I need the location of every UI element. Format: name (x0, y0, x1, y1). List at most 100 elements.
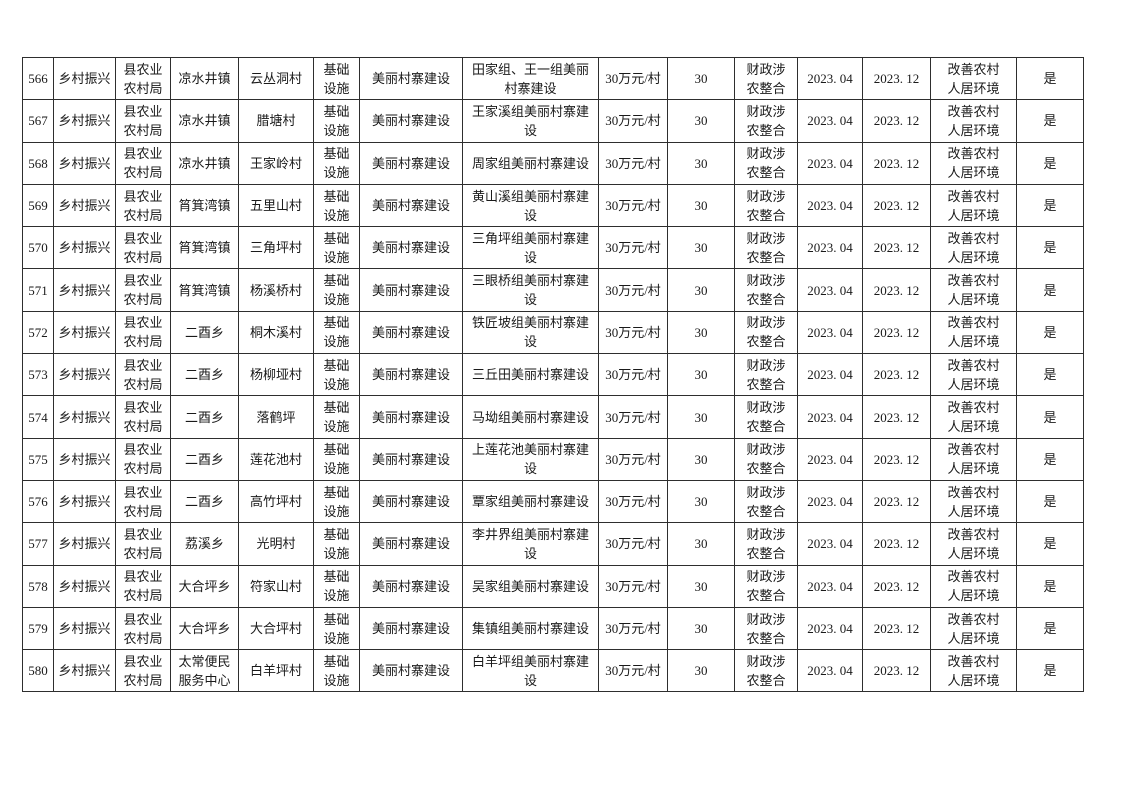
cell-flag: 是 (1016, 99, 1084, 143)
cell-no: 568 (22, 141, 54, 185)
cell-no: 575 (22, 437, 54, 481)
cell-project: 美丽村寨建设 (359, 141, 463, 185)
table-row: 575 乡村振兴 县农业 农村局 二酉乡 莲花池村 基础 设施 美丽村寨建设 上莲花池美丽村寨… (22, 437, 1084, 481)
cell-village: 五里山村 (238, 183, 314, 228)
cell-start: 2023. 04 (797, 141, 863, 185)
cell-desc: 王家溪组美丽村寨建 设 (462, 99, 599, 143)
cell-fund: 财政涉 农整合 (734, 649, 798, 693)
table-row: 570 乡村振兴 县农业 农村局 筲箕湾镇 三角坪村 基础 设施 美丽村寨建设 三角坪组美丽村… (22, 226, 1084, 270)
cell-qty: 30 (667, 141, 735, 185)
cell-desc: 田家组、王一组美丽 村寨建设 (462, 56, 599, 101)
cell-end: 2023. 12 (862, 310, 931, 355)
cell-fund: 财政涉 农整合 (734, 395, 798, 439)
table-row: 576 乡村振兴 县农业 农村局 二酉乡 高竹坪村 基础 设施 美丽村寨建设 覃家组美丽村寨建… (22, 479, 1084, 524)
cell-flag: 是 (1016, 479, 1084, 524)
cell-qty: 30 (667, 479, 735, 524)
table-row: 567 乡村振兴 县农业 农村局 凉水井镇 腊塘村 基础 设施 美丽村寨建设 王家溪组美丽村寨… (22, 99, 1084, 143)
cell-desc: 上莲花池美丽村寨建 设 (462, 437, 599, 481)
cell-goal: 改善农村 人居环境 (930, 353, 1017, 397)
table-row: 569 乡村振兴 县农业 农村局 筲箕湾镇 五里山村 基础 设施 美丽村寨建设 黄山溪组美丽村… (22, 183, 1084, 228)
cell-start: 2023. 04 (797, 649, 863, 693)
cell-project: 美丽村寨建设 (359, 649, 463, 693)
cell-no: 569 (22, 183, 54, 228)
cell-desc: 三丘田美丽村寨建设 (462, 353, 599, 397)
cell-desc: 铁匠坡组美丽村寨建 设 (462, 310, 599, 355)
cell-amount: 30万元/村 (598, 606, 668, 651)
cell-village: 腊塘村 (238, 99, 314, 143)
cell-category: 基础 设施 (313, 437, 360, 481)
cell-end: 2023. 12 (862, 353, 931, 397)
cell-category: 基础 设施 (313, 522, 360, 566)
cell-no: 577 (22, 522, 54, 566)
cell-project: 美丽村寨建设 (359, 606, 463, 651)
cell-village: 高竹坪村 (238, 479, 314, 524)
table-row: 573 乡村振兴 县农业 农村局 二酉乡 杨柳垭村 基础 设施 美丽村寨建设 三丘田美丽村寨建… (22, 353, 1084, 397)
cell-goal: 改善农村 人居环境 (930, 226, 1017, 270)
cell-strategy: 乡村振兴 (53, 649, 116, 693)
cell-fund: 财政涉 农整合 (734, 353, 798, 397)
cell-project: 美丽村寨建设 (359, 226, 463, 270)
cell-amount: 30万元/村 (598, 268, 668, 312)
cell-goal: 改善农村 人居环境 (930, 395, 1017, 439)
cell-fund: 财政涉 农整合 (734, 141, 798, 185)
table-row: 568 乡村振兴 县农业 农村局 凉水井镇 王家岭村 基础 设施 美丽村寨建设 周家组美丽村寨… (22, 141, 1084, 185)
table-body: 566 乡村振兴 县农业 农村局 凉水井镇 云丛洞村 基础 设施 美丽村寨建设 田家组、王一组… (22, 56, 1084, 693)
cell-end: 2023. 12 (862, 141, 931, 185)
cell-no: 579 (22, 606, 54, 651)
cell-project: 美丽村寨建设 (359, 395, 463, 439)
cell-amount: 30万元/村 (598, 141, 668, 185)
cell-project: 美丽村寨建设 (359, 99, 463, 143)
cell-fund: 财政涉 农整合 (734, 268, 798, 312)
cell-desc: 三眼桥组美丽村寨建 设 (462, 268, 599, 312)
cell-org: 县农业 农村局 (115, 395, 171, 439)
cell-end: 2023. 12 (862, 564, 931, 608)
cell-town: 筲箕湾镇 (170, 268, 239, 312)
cell-fund: 财政涉 农整合 (734, 564, 798, 608)
cell-amount: 30万元/村 (598, 437, 668, 481)
cell-flag: 是 (1016, 564, 1084, 608)
cell-town: 二酉乡 (170, 437, 239, 481)
cell-town: 荔溪乡 (170, 522, 239, 566)
cell-org: 县农业 农村局 (115, 353, 171, 397)
cell-town: 凉水井镇 (170, 141, 239, 185)
cell-goal: 改善农村 人居环境 (930, 649, 1017, 693)
cell-town: 筲箕湾镇 (170, 183, 239, 228)
cell-fund: 财政涉 农整合 (734, 606, 798, 651)
cell-category: 基础 设施 (313, 183, 360, 228)
cell-project: 美丽村寨建设 (359, 183, 463, 228)
cell-flag: 是 (1016, 268, 1084, 312)
cell-end: 2023. 12 (862, 99, 931, 143)
cell-amount: 30万元/村 (598, 395, 668, 439)
cell-flag: 是 (1016, 226, 1084, 270)
cell-project: 美丽村寨建设 (359, 522, 463, 566)
cell-end: 2023. 12 (862, 479, 931, 524)
cell-org: 县农业 农村局 (115, 268, 171, 312)
cell-no: 580 (22, 649, 54, 693)
cell-desc: 白羊坪组美丽村寨建 设 (462, 649, 599, 693)
cell-qty: 30 (667, 649, 735, 693)
cell-village: 符家山村 (238, 564, 314, 608)
cell-org: 县农业 农村局 (115, 226, 171, 270)
cell-goal: 改善农村 人居环境 (930, 141, 1017, 185)
table-row: 579 乡村振兴 县农业 农村局 大合坪乡 大合坪村 基础 设施 美丽村寨建设 集镇组美丽村寨… (22, 606, 1084, 651)
cell-org: 县农业 农村局 (115, 522, 171, 566)
cell-qty: 30 (667, 564, 735, 608)
cell-qty: 30 (667, 606, 735, 651)
cell-strategy: 乡村振兴 (53, 56, 116, 101)
cell-desc: 覃家组美丽村寨建设 (462, 479, 599, 524)
cell-desc: 黄山溪组美丽村寨建 设 (462, 183, 599, 228)
cell-category: 基础 设施 (313, 649, 360, 693)
cell-no: 572 (22, 310, 54, 355)
cell-start: 2023. 04 (797, 437, 863, 481)
cell-end: 2023. 12 (862, 268, 931, 312)
cell-flag: 是 (1016, 437, 1084, 481)
cell-fund: 财政涉 农整合 (734, 522, 798, 566)
cell-org: 县农业 农村局 (115, 649, 171, 693)
cell-qty: 30 (667, 268, 735, 312)
projects-table: 566 乡村振兴 县农业 农村局 凉水井镇 云丛洞村 基础 设施 美丽村寨建设 田家组、王一组… (22, 56, 1084, 693)
cell-no: 576 (22, 479, 54, 524)
cell-start: 2023. 04 (797, 395, 863, 439)
cell-strategy: 乡村振兴 (53, 99, 116, 143)
cell-fund: 财政涉 农整合 (734, 56, 798, 101)
cell-amount: 30万元/村 (598, 56, 668, 101)
